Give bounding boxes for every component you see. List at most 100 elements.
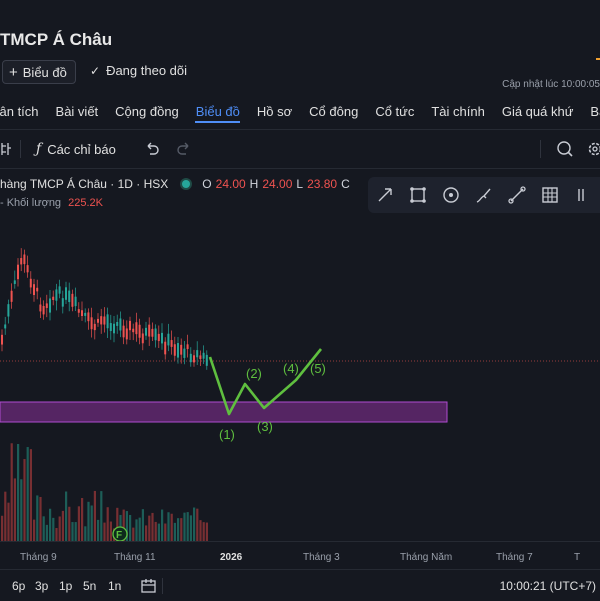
chart-toolbar: ƒ Các chỉ báo [0, 130, 600, 169]
open-value: 24.00 [216, 177, 246, 191]
candle [132, 329, 134, 332]
chart-button-label: Biểu đồ [23, 65, 67, 80]
rectangle-tool-icon[interactable] [401, 177, 434, 213]
volume-bar [145, 525, 147, 541]
volume-bar [7, 503, 9, 541]
volume-bar [84, 526, 86, 541]
volume-bar [36, 495, 38, 541]
candle [103, 316, 105, 324]
low-label: L [296, 177, 303, 191]
clock[interactable]: 10:00:21 (UTC+7) [500, 579, 596, 593]
trend-line-tool-icon[interactable] [500, 177, 533, 213]
volume-bar [158, 524, 160, 541]
candle [135, 322, 137, 334]
tab-7[interactable]: Tài chính [423, 95, 493, 129]
tab-0[interactable]: ân tích [0, 95, 47, 129]
volume-bar [59, 516, 61, 541]
volume-value: 225.2K [68, 197, 103, 209]
tab-5[interactable]: Cổ đông [301, 95, 367, 129]
candle [20, 258, 22, 264]
candle [91, 317, 93, 329]
range-button-5n[interactable]: 5n [83, 579, 96, 593]
candle [87, 312, 89, 321]
indicators-label: Các chỉ báo [47, 142, 116, 157]
brush-tool-icon[interactable] [467, 177, 500, 213]
more-tools-icon[interactable] [566, 177, 599, 213]
compare-icon[interactable] [0, 142, 12, 156]
tab-1[interactable]: Bài viết [47, 95, 107, 129]
candle [65, 287, 67, 300]
settings-icon[interactable] [586, 140, 600, 158]
volume-bar [11, 443, 13, 541]
volume-bar [155, 522, 157, 541]
candle [36, 288, 38, 292]
candle [161, 333, 163, 344]
event-marker-label: F [116, 530, 122, 541]
time-tick: Tháng 11 [114, 552, 156, 563]
candle [206, 355, 208, 366]
candle [110, 323, 112, 331]
volume-bar [110, 522, 112, 541]
candle [75, 297, 77, 306]
screenshot-icon[interactable] [556, 140, 574, 158]
candle [33, 284, 35, 295]
tab-2[interactable]: Cộng đồng [107, 95, 188, 129]
volume-bar [171, 514, 173, 541]
volume-bar [206, 523, 208, 541]
candle [123, 326, 125, 338]
volume-bar [75, 522, 77, 541]
volume-bar [190, 515, 192, 541]
candle [14, 280, 16, 284]
volume-bar [20, 479, 22, 541]
candle [158, 334, 160, 341]
volume-bar [30, 449, 32, 541]
redo-icon[interactable] [176, 142, 192, 156]
time-tick: T [574, 552, 580, 563]
tab-8[interactable]: Giá quá khứ [493, 95, 582, 129]
tab-9[interactable]: Báo cáo [582, 95, 600, 129]
volume-bar [27, 447, 29, 541]
volume-bar [87, 502, 89, 541]
volume-bar [199, 520, 201, 541]
range-button-1p[interactable]: 1p [59, 579, 72, 593]
candle [113, 324, 115, 334]
follow-label: Đang theo dõi [106, 63, 187, 78]
volume-bar [142, 509, 144, 541]
volume-bar [97, 520, 99, 541]
volume-bar [43, 516, 45, 541]
chart-canvas[interactable]: (1)(2)(3)(4)(5)F [0, 169, 600, 541]
tab-4[interactable]: Hồ sơ [248, 95, 300, 129]
volume-bar [203, 522, 205, 541]
price-chart[interactable]: (1)(2)(3)(4)(5)F [0, 169, 600, 541]
wave-label: (2) [246, 366, 262, 381]
range-button-3p[interactable]: 3p [35, 579, 48, 593]
arrow-tool-icon[interactable] [368, 177, 401, 213]
candle [145, 328, 147, 336]
indicators-button[interactable]: ƒ Các chỉ báo [36, 141, 116, 157]
undo-icon[interactable] [144, 142, 160, 156]
tab-6[interactable]: Cổ tức [367, 95, 423, 129]
candle [59, 286, 61, 293]
symbol-name: hàng TMCP Á Châu · 1D · HSX [0, 177, 168, 191]
volume-bar [4, 492, 6, 541]
orange-indicator [596, 58, 600, 60]
candle [151, 329, 153, 337]
chart-button[interactable]: + Biểu đồ [2, 60, 76, 84]
time-tick: Tháng 3 [303, 552, 340, 563]
tab-3[interactable]: Biểu đồ [187, 95, 248, 129]
candle [196, 350, 198, 357]
volume-bar [177, 518, 179, 541]
volume-bar [46, 525, 48, 541]
follow-button[interactable]: ✓ Đang theo dõi [90, 63, 187, 78]
toolbar-separator [20, 140, 21, 158]
ellipse-tool-icon[interactable] [434, 177, 467, 213]
volume-bar [33, 520, 35, 541]
volume-bar [174, 523, 176, 541]
grid-tool-icon[interactable] [533, 177, 566, 213]
range-button-6p[interactable]: 6p [12, 579, 25, 593]
calendar-icon[interactable] [140, 577, 158, 595]
company-title: TMCP Á Châu [0, 30, 112, 50]
range-button-1n[interactable]: 1n [108, 579, 121, 593]
